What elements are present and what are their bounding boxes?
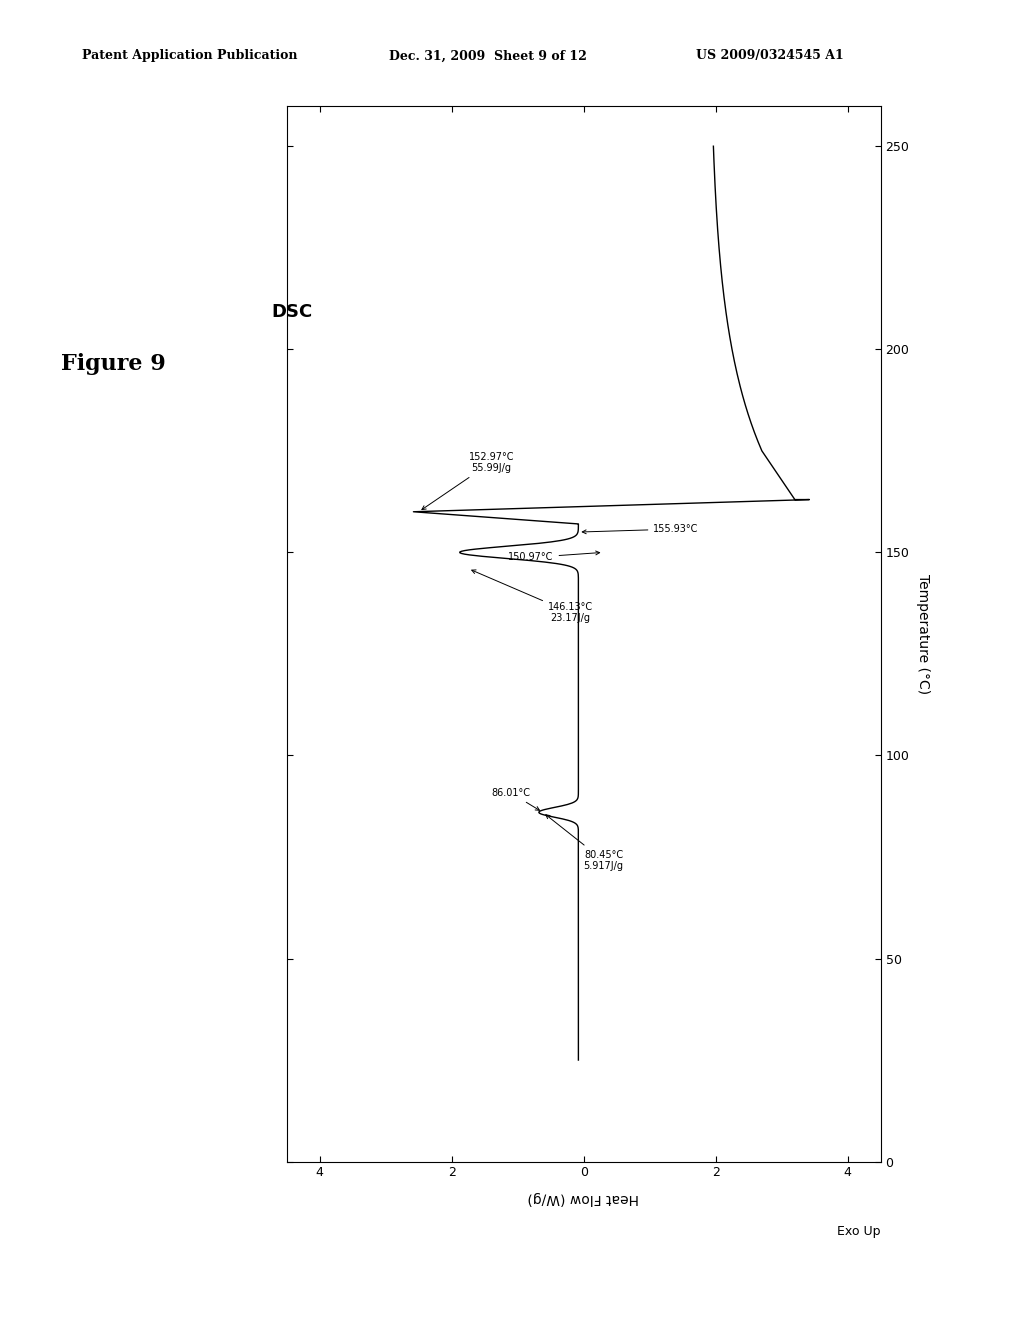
Text: US 2009/0324545 A1: US 2009/0324545 A1: [696, 49, 844, 62]
Text: 86.01°C: 86.01°C: [492, 788, 540, 810]
Text: Exo Up: Exo Up: [838, 1225, 881, 1238]
Text: 152.97°C
55.99J/g: 152.97°C 55.99J/g: [422, 451, 514, 510]
X-axis label: Heat Flow (W/g): Heat Flow (W/g): [527, 1191, 640, 1205]
Text: 80.45°C
5.917J/g: 80.45°C 5.917J/g: [546, 814, 624, 871]
Text: 146.13°C
23.17J/g: 146.13°C 23.17J/g: [472, 570, 593, 623]
Text: 155.93°C: 155.93°C: [583, 524, 698, 535]
Text: 150.97°C: 150.97°C: [508, 550, 600, 562]
Text: Dec. 31, 2009  Sheet 9 of 12: Dec. 31, 2009 Sheet 9 of 12: [389, 49, 587, 62]
Text: DSC: DSC: [271, 302, 312, 321]
Text: Patent Application Publication: Patent Application Publication: [82, 49, 297, 62]
Text: Figure 9: Figure 9: [61, 352, 166, 375]
Y-axis label: Temperature (°C): Temperature (°C): [916, 573, 930, 694]
